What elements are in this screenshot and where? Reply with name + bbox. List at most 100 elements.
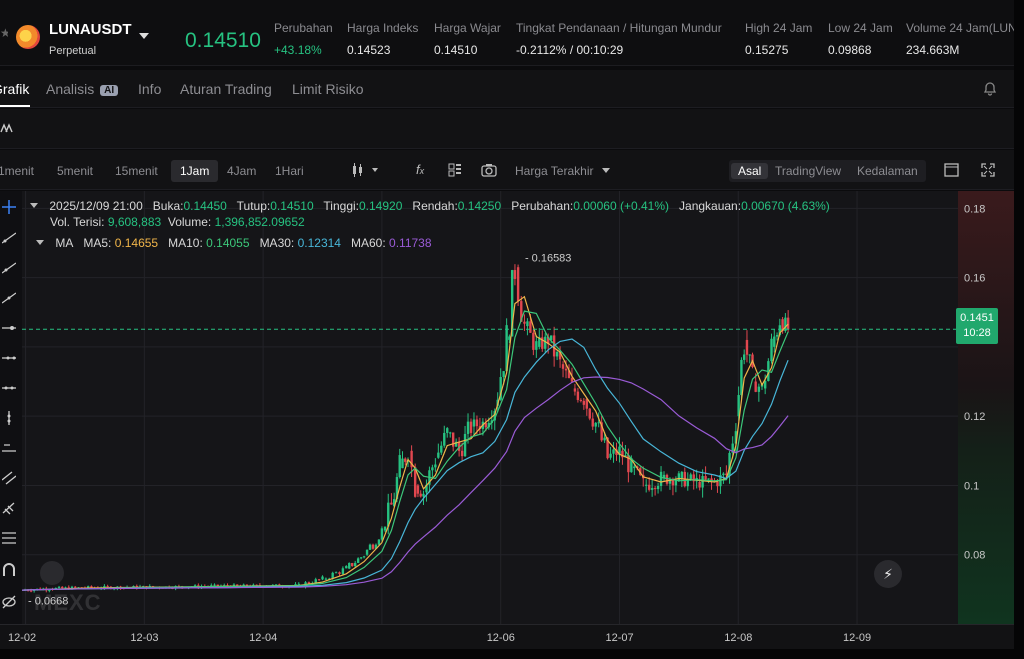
timeframe-1m[interactable]: 1menit: [0, 164, 35, 178]
stat-low-24h: Low 24 Jam 0.09868: [828, 21, 893, 57]
candle-body: [510, 270, 514, 337]
change-label: Perubahan:: [511, 199, 574, 213]
candle-body: [538, 337, 541, 347]
collapse-ma-icon[interactable]: [36, 240, 44, 245]
candle-body: [242, 584, 245, 586]
volume-filled-value: 9,608,883: [107, 215, 162, 229]
candle-body: [374, 544, 378, 549]
price-tick-label: 0.08: [964, 550, 985, 562]
collapse-legend-icon[interactable]: [30, 203, 38, 208]
stat-value: 234.663M: [906, 43, 960, 57]
view-mode-original[interactable]: Asal: [731, 163, 769, 179]
candle-body: [48, 589, 51, 591]
timeframe-15m[interactable]: 15menit: [115, 164, 158, 178]
price-axis[interactable]: 0.08 0.1 0.12 0.16 0.18: [958, 191, 1014, 624]
candle-body: [142, 586, 145, 588]
candle-body: [434, 464, 437, 468]
candle-body: [644, 484, 648, 486]
bell-icon[interactable]: [982, 80, 998, 96]
candle-body: [475, 419, 479, 427]
tab-trading-rules[interactable]: Aturan Trading: [180, 81, 272, 97]
price-tick-label: 0.16: [964, 273, 985, 285]
horizontal-line-icon[interactable]: [2, 351, 16, 365]
lightning-icon[interactable]: ⚡: [874, 560, 902, 588]
candle-body: [410, 450, 413, 468]
candle-body: [647, 484, 651, 490]
candle-body: [555, 352, 559, 357]
ma30-label: MA30:: [259, 236, 295, 250]
favorite-star-icon[interactable]: ★: [0, 26, 8, 38]
candle-body: [213, 584, 216, 586]
calendar-icon[interactable]: [40, 561, 64, 585]
timeframe-1h[interactable]: 1Jam: [171, 160, 219, 182]
stat-funding-rate[interactable]: Tingkat Pendanaan / Hitungan Mundur -0.2…: [516, 21, 722, 57]
ma-legend: MA MA5: 0.14655 MA10: 0.14055 MA30: 0.12…: [36, 236, 432, 250]
current-price-tag-value: 0.1451: [960, 312, 994, 324]
candle-body: [502, 371, 505, 378]
active-tab-indicator: [0, 105, 30, 107]
price-line-icon[interactable]: [2, 441, 16, 455]
candle-body: [650, 488, 654, 490]
symbol-name[interactable]: LUNAUSDT: [49, 21, 132, 38]
tab-info[interactable]: Info: [138, 81, 162, 97]
candle-body: [29, 590, 33, 592]
candle-body: [680, 471, 684, 479]
magnet-icon[interactable]: [2, 563, 16, 577]
stat-value: +43.18%: [274, 43, 322, 57]
view-mode-depth[interactable]: Kedalaman: [857, 164, 918, 178]
candle-body: [745, 339, 749, 355]
timeframe-5m[interactable]: 5menit: [57, 164, 94, 178]
candle-body: [451, 432, 455, 447]
stat-label: Volume 24 Jam(LUNA): [906, 21, 1014, 35]
candle-body: [710, 478, 713, 481]
candle-body: [362, 556, 366, 558]
vertical-line-icon[interactable]: [2, 411, 16, 425]
pitchfork-icon[interactable]: [2, 501, 16, 515]
layout-grid-icon[interactable]: [448, 163, 462, 177]
low-value: 0.14250: [457, 199, 502, 213]
candlestick-chart-svg[interactable]: - 0.16583 - 0.0668: [21, 191, 958, 624]
camera-screenshot-icon[interactable]: [481, 163, 497, 177]
candle-body: [341, 568, 345, 575]
candle-body: [443, 432, 446, 446]
crosshair-icon[interactable]: [2, 200, 16, 214]
horizontal-ray-icon[interactable]: [2, 321, 16, 335]
panel-layout-icon[interactable]: [944, 163, 959, 177]
symbol-dropdown-chevron-icon[interactable]: [139, 33, 149, 39]
candle-body: [659, 471, 663, 486]
volume-value: 1,396,852.09652: [214, 215, 305, 229]
fib-retracement-icon[interactable]: [2, 531, 16, 545]
candle-body: [338, 572, 341, 575]
chart-type-candles-icon[interactable]: [352, 163, 382, 177]
timeframe-4h[interactable]: 4Jam: [227, 164, 257, 178]
fullscreen-icon[interactable]: [981, 163, 995, 177]
parallel-channel-icon[interactable]: [2, 471, 16, 485]
indicators-fx-icon[interactable]: fx: [416, 162, 425, 177]
candle-body: [245, 584, 249, 587]
price-chart[interactable]: - 0.16583 - 0.0668: [21, 191, 958, 624]
candle-body: [573, 388, 577, 392]
close-label: Tutup:: [236, 199, 271, 213]
ma60-value: 0.11738: [389, 236, 432, 250]
extended-line-icon[interactable]: [2, 291, 16, 305]
price-source-select[interactable]: Harga Terakhir: [515, 164, 610, 178]
ai-badge: AI: [100, 85, 119, 96]
horizontal-segment-icon[interactable]: [2, 381, 16, 395]
stat-value: 0.15275: [745, 43, 789, 57]
trend-line-icon[interactable]: [2, 231, 16, 245]
candle-body: [449, 432, 452, 434]
candle-body: [665, 474, 669, 484]
view-mode-tradingview[interactable]: TradingView: [775, 164, 842, 178]
timeframe-1d[interactable]: 1Hari: [275, 164, 304, 178]
candle-body: [773, 336, 776, 347]
hide-drawings-icon[interactable]: [2, 595, 16, 609]
ray-line-icon[interactable]: [2, 261, 16, 275]
tab-chart[interactable]: Grafik: [0, 81, 30, 97]
candle-body: [294, 584, 297, 586]
tab-analysis[interactable]: Analisis AI: [46, 81, 119, 97]
close-value: 0.14510: [270, 199, 314, 213]
tab-risk-limit[interactable]: Limit Risiko: [292, 81, 364, 97]
candle-body: [324, 578, 328, 580]
collapse-drawing-tools-icon[interactable]: [0, 122, 14, 134]
